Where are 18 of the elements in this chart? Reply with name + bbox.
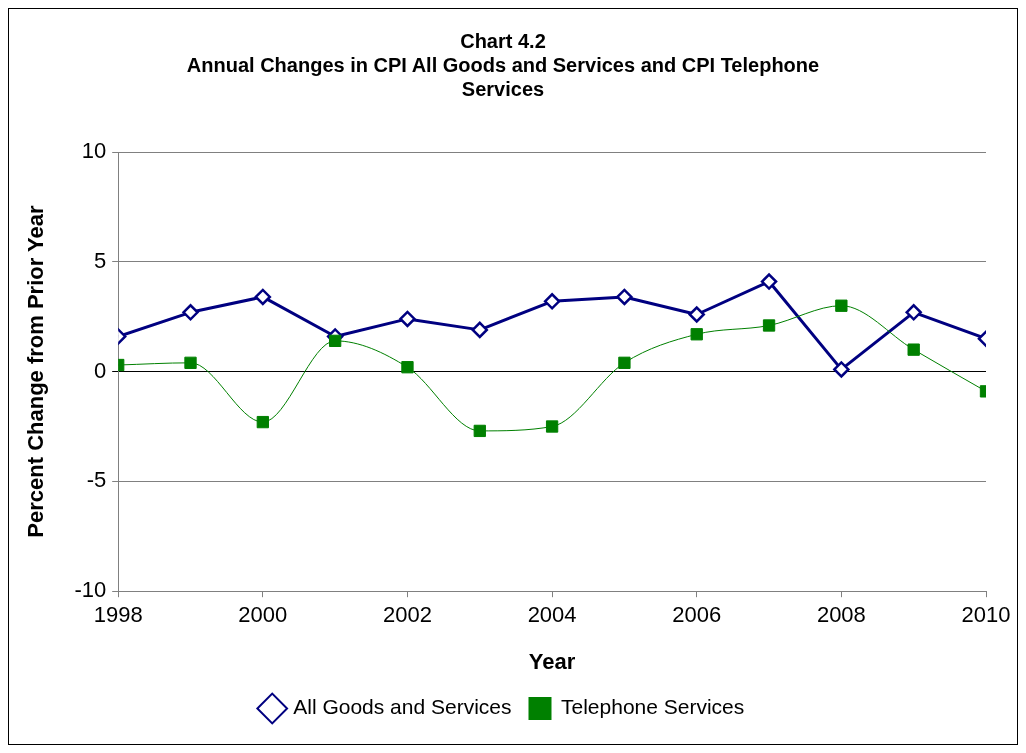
- x-tick-label: 2010: [961, 602, 1011, 628]
- x-tick-label: 2000: [238, 602, 288, 628]
- y-tick-label: 10: [81, 138, 107, 164]
- chart-subtitle: Annual Changes in CPI All Goods and Services and CPI Telephone Services: [186, 53, 820, 100]
- x-tick-label: 2006: [672, 602, 722, 628]
- x-tick-label: 2002: [382, 602, 432, 628]
- y-tick-label: 0: [93, 357, 107, 383]
- legend-label: All Goods and Services: [293, 695, 512, 719]
- y-tick-label: -5: [86, 467, 107, 493]
- x-axis-title: Year: [528, 648, 576, 674]
- x-tick-label: 2004: [527, 602, 577, 628]
- legend-label: Telephone Services: [561, 695, 745, 719]
- y-axis-title: Percent Change from Prior Year: [23, 205, 49, 538]
- chart-title: Chart 4.2: [460, 29, 546, 52]
- y-tick-label: 5: [93, 247, 107, 273]
- x-tick-label: 1998: [93, 602, 143, 628]
- y-tick-label: -10: [74, 577, 107, 603]
- x-tick-label: 2008: [816, 602, 866, 628]
